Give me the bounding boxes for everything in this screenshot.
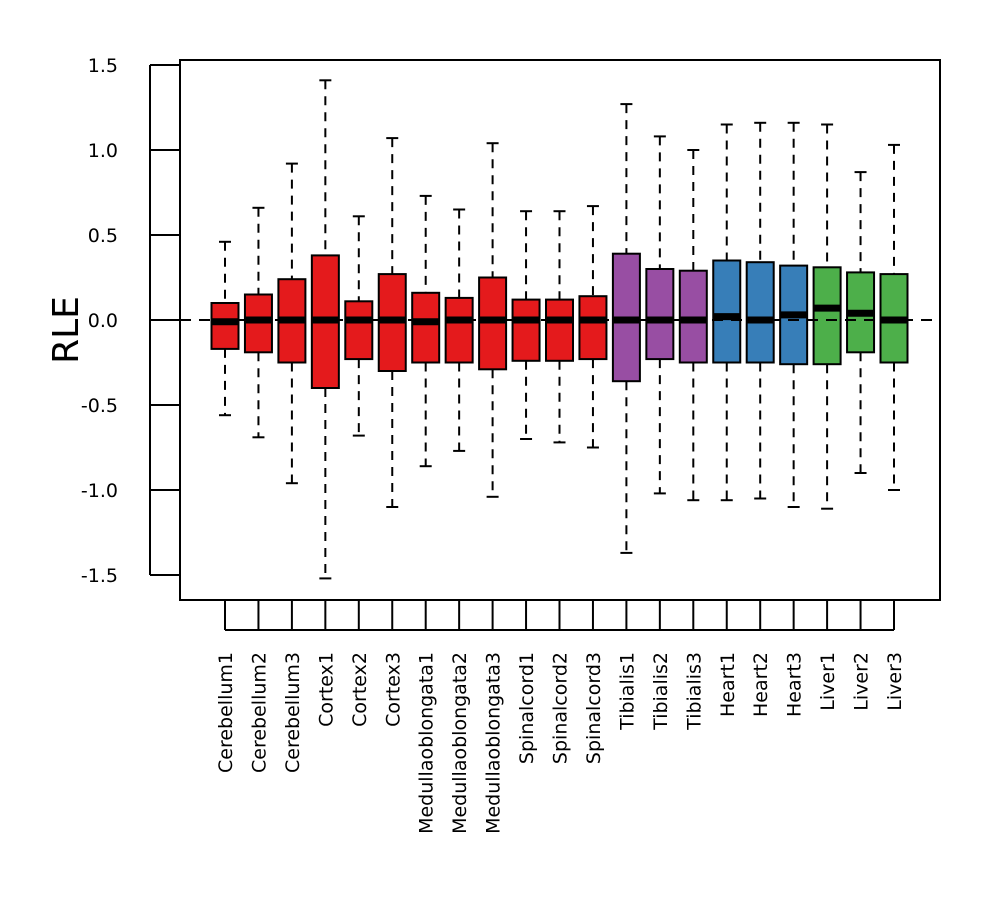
boxplot-Liver2 bbox=[846, 171, 876, 474]
x-tick-label: Heart1 bbox=[717, 652, 739, 717]
x-tick-label: Heart3 bbox=[784, 652, 806, 717]
x-tick-label: Spinalcord1 bbox=[516, 652, 538, 764]
x-tick-label: Liver2 bbox=[851, 652, 873, 711]
y-tick-label: 0.0 bbox=[88, 310, 118, 332]
box-iqr bbox=[712, 259, 742, 364]
x-tick-label: Cerebellum1 bbox=[215, 652, 237, 773]
y-tick-label: -0.5 bbox=[81, 395, 118, 417]
y-tick-label: -1.5 bbox=[81, 565, 118, 587]
box-iqr bbox=[745, 261, 775, 364]
boxplot-Liver1 bbox=[812, 123, 842, 510]
x-tick-label: Cortex3 bbox=[382, 652, 404, 727]
y-tick-label: -1.0 bbox=[81, 480, 118, 502]
x-tick-label: Heart2 bbox=[750, 652, 772, 717]
boxplot-Heart1 bbox=[712, 123, 742, 502]
box-iqr bbox=[344, 300, 374, 361]
x-tick-label: Liver3 bbox=[884, 652, 906, 711]
box-iqr bbox=[411, 291, 441, 364]
x-tick-label: Cerebellum2 bbox=[248, 652, 270, 773]
box-iqr bbox=[812, 266, 842, 366]
box-iqr bbox=[578, 295, 608, 361]
box-iqr bbox=[645, 268, 675, 361]
box-series bbox=[210, 79, 909, 580]
boxplot-Heart3 bbox=[779, 121, 809, 508]
boxplot-Cerebellum1 bbox=[210, 240, 240, 417]
x-axis: Cerebellum1 Cerebellum2 Cerebellum3 Cortex1… bbox=[215, 600, 906, 834]
x-tick-label: Cortex1 bbox=[315, 652, 337, 727]
x-tick-label: Cerebellum3 bbox=[282, 652, 304, 773]
box-iqr bbox=[511, 298, 541, 362]
x-tick-label: Tibialis3 bbox=[683, 652, 705, 731]
y-tick-label: 1.0 bbox=[88, 140, 118, 162]
boxplot-Cortex3 bbox=[377, 137, 407, 508]
x-tick-label: Liver1 bbox=[817, 652, 839, 711]
x-tick-label: Medullaoblongata3 bbox=[483, 652, 505, 834]
x-tick-label: Cortex2 bbox=[349, 652, 371, 727]
boxplot-Liver3 bbox=[879, 143, 909, 491]
box-iqr bbox=[444, 296, 474, 364]
x-tick-label: Spinalcord3 bbox=[583, 652, 605, 764]
boxplot-Tibialis3 bbox=[678, 149, 708, 502]
plot-frame bbox=[179, 59, 941, 601]
y-axis-label: RLE bbox=[46, 296, 87, 364]
x-tick-label: Medullaoblongata1 bbox=[416, 652, 438, 834]
boxplot-Cortex2 bbox=[344, 215, 374, 437]
y-tick-label: 1.5 bbox=[88, 55, 118, 77]
boxplot-Heart2 bbox=[745, 121, 775, 500]
x-tick-label: Tibialis2 bbox=[650, 652, 672, 731]
box-iqr bbox=[210, 302, 240, 350]
y-axis: -1.5 -1.0 -0.5 0.0 0.5 1.0 1.5 bbox=[81, 55, 180, 587]
x-tick-label: Tibialis1 bbox=[616, 652, 638, 731]
x-tick-label: Spinalcord2 bbox=[550, 652, 572, 764]
boxplot-Medullaoblongata1 bbox=[411, 194, 441, 468]
x-tick-label: Medullaoblongata2 bbox=[449, 652, 471, 834]
box-iqr bbox=[545, 298, 574, 362]
boxplot-Tibialis2 bbox=[645, 135, 675, 495]
y-tick-label: 0.5 bbox=[88, 225, 118, 247]
